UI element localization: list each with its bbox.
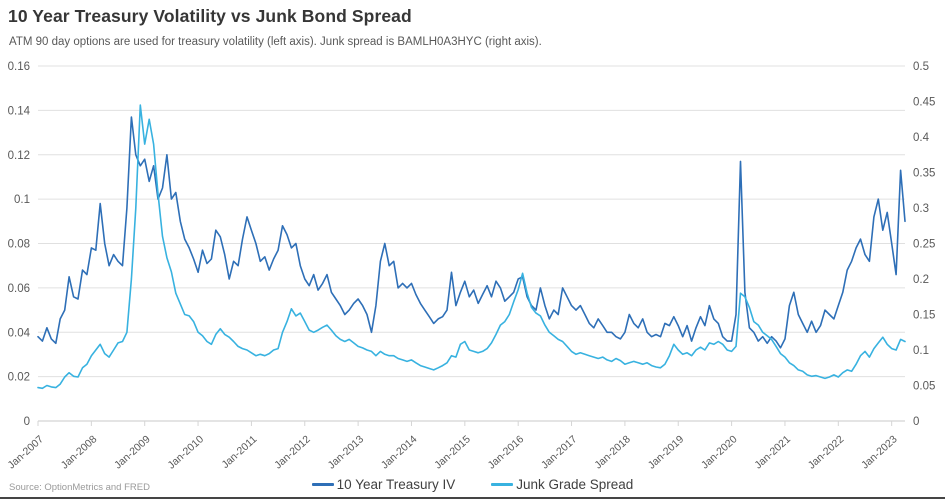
junk-spread-line-swatch <box>491 483 514 486</box>
x-axis-tick-label: Jan-2022 <box>806 433 847 471</box>
legend-label-junk-spread: Junk Grade Spread <box>516 477 634 492</box>
x-axis-tick-label: Jan-2021 <box>752 433 793 471</box>
y-axis-left-tick-label: 0.08 <box>8 239 30 251</box>
y-axis-right-tick-label: 0.25 <box>913 239 935 251</box>
x-axis-tick-label: Jan-2011 <box>219 433 259 471</box>
x-axis-tick-label: Jan-2020 <box>699 433 740 471</box>
legend-item-treasury-iv: 10 Year Treasury IV <box>311 477 456 492</box>
y-axis-left-tick-label: 0.12 <box>8 150 30 162</box>
chart-title: 10 Year Treasury Volatility vs Junk Bond… <box>8 6 412 26</box>
x-axis-tick-label: Jan-2023 <box>859 433 900 471</box>
y-axis-left-tick-label: 0.06 <box>8 283 30 295</box>
chart-legend: 10 Year Treasury IV Junk Grade Spread <box>0 477 945 492</box>
x-axis-tick-label: Jan-2019 <box>646 433 687 471</box>
x-axis-tick-label: Jan-2010 <box>165 433 206 471</box>
series-line-treasury-iv <box>37 116 906 349</box>
y-axis-right-tick-label: 0.45 <box>913 97 935 109</box>
y-axis-right-tick-label: 0.35 <box>913 168 935 180</box>
y-axis-right-tick-label: 0.15 <box>913 310 935 322</box>
y-axis-right-tick-label: 0.5 <box>913 61 929 73</box>
y-axis-left-tick-label: 0.02 <box>8 372 30 384</box>
bottom-divider <box>0 497 945 499</box>
x-axis-tick-label: Jan-2008 <box>59 433 100 471</box>
y-axis-right-tick-label: 0.05 <box>913 381 935 393</box>
y-axis-right-tick-label: 0.1 <box>913 345 929 357</box>
x-axis-tick-label: Jan-2007 <box>5 433 46 471</box>
x-axis-tick-label: Jan-2009 <box>112 433 153 471</box>
treasury-iv-line-swatch <box>311 483 334 486</box>
series-line-junk-spread <box>37 104 906 390</box>
y-axis-left-tick-label: 0.04 <box>8 327 31 339</box>
source-note: Source: OptionMetrics and FRED <box>9 482 150 493</box>
legend-item-junk-spread: Junk Grade Spread <box>491 477 633 492</box>
y-axis-left-tick-label: 0.14 <box>8 105 31 117</box>
chart-subtitle: ATM 90 day options are used for treasury… <box>9 36 542 48</box>
y-axis-left-tick-label: 0 <box>24 416 30 428</box>
legend-label-treasury-iv: 10 Year Treasury IV <box>336 477 456 492</box>
x-axis-tick-label: Jan-2013 <box>326 433 367 471</box>
x-axis-tick-label: Jan-2017 <box>539 433 580 471</box>
y-axis-left-tick-label: 0.16 <box>8 61 30 73</box>
y-axis-left-tick-label: 0.1 <box>14 194 30 206</box>
y-axis-right-tick-label: 0 <box>913 416 919 428</box>
x-axis-tick-label: Jan-2016 <box>486 433 527 471</box>
y-axis-right-tick-label: 0.2 <box>913 274 929 286</box>
x-axis-tick-label: Jan-2014 <box>379 433 420 471</box>
y-axis-right-tick-label: 0.4 <box>913 132 930 144</box>
x-axis-tick-label: Jan-2015 <box>432 433 473 471</box>
x-axis-tick-label: Jan-2018 <box>592 433 633 471</box>
y-axis-right-tick-label: 0.3 <box>913 203 929 215</box>
x-axis-tick-label: Jan-2012 <box>272 433 313 471</box>
